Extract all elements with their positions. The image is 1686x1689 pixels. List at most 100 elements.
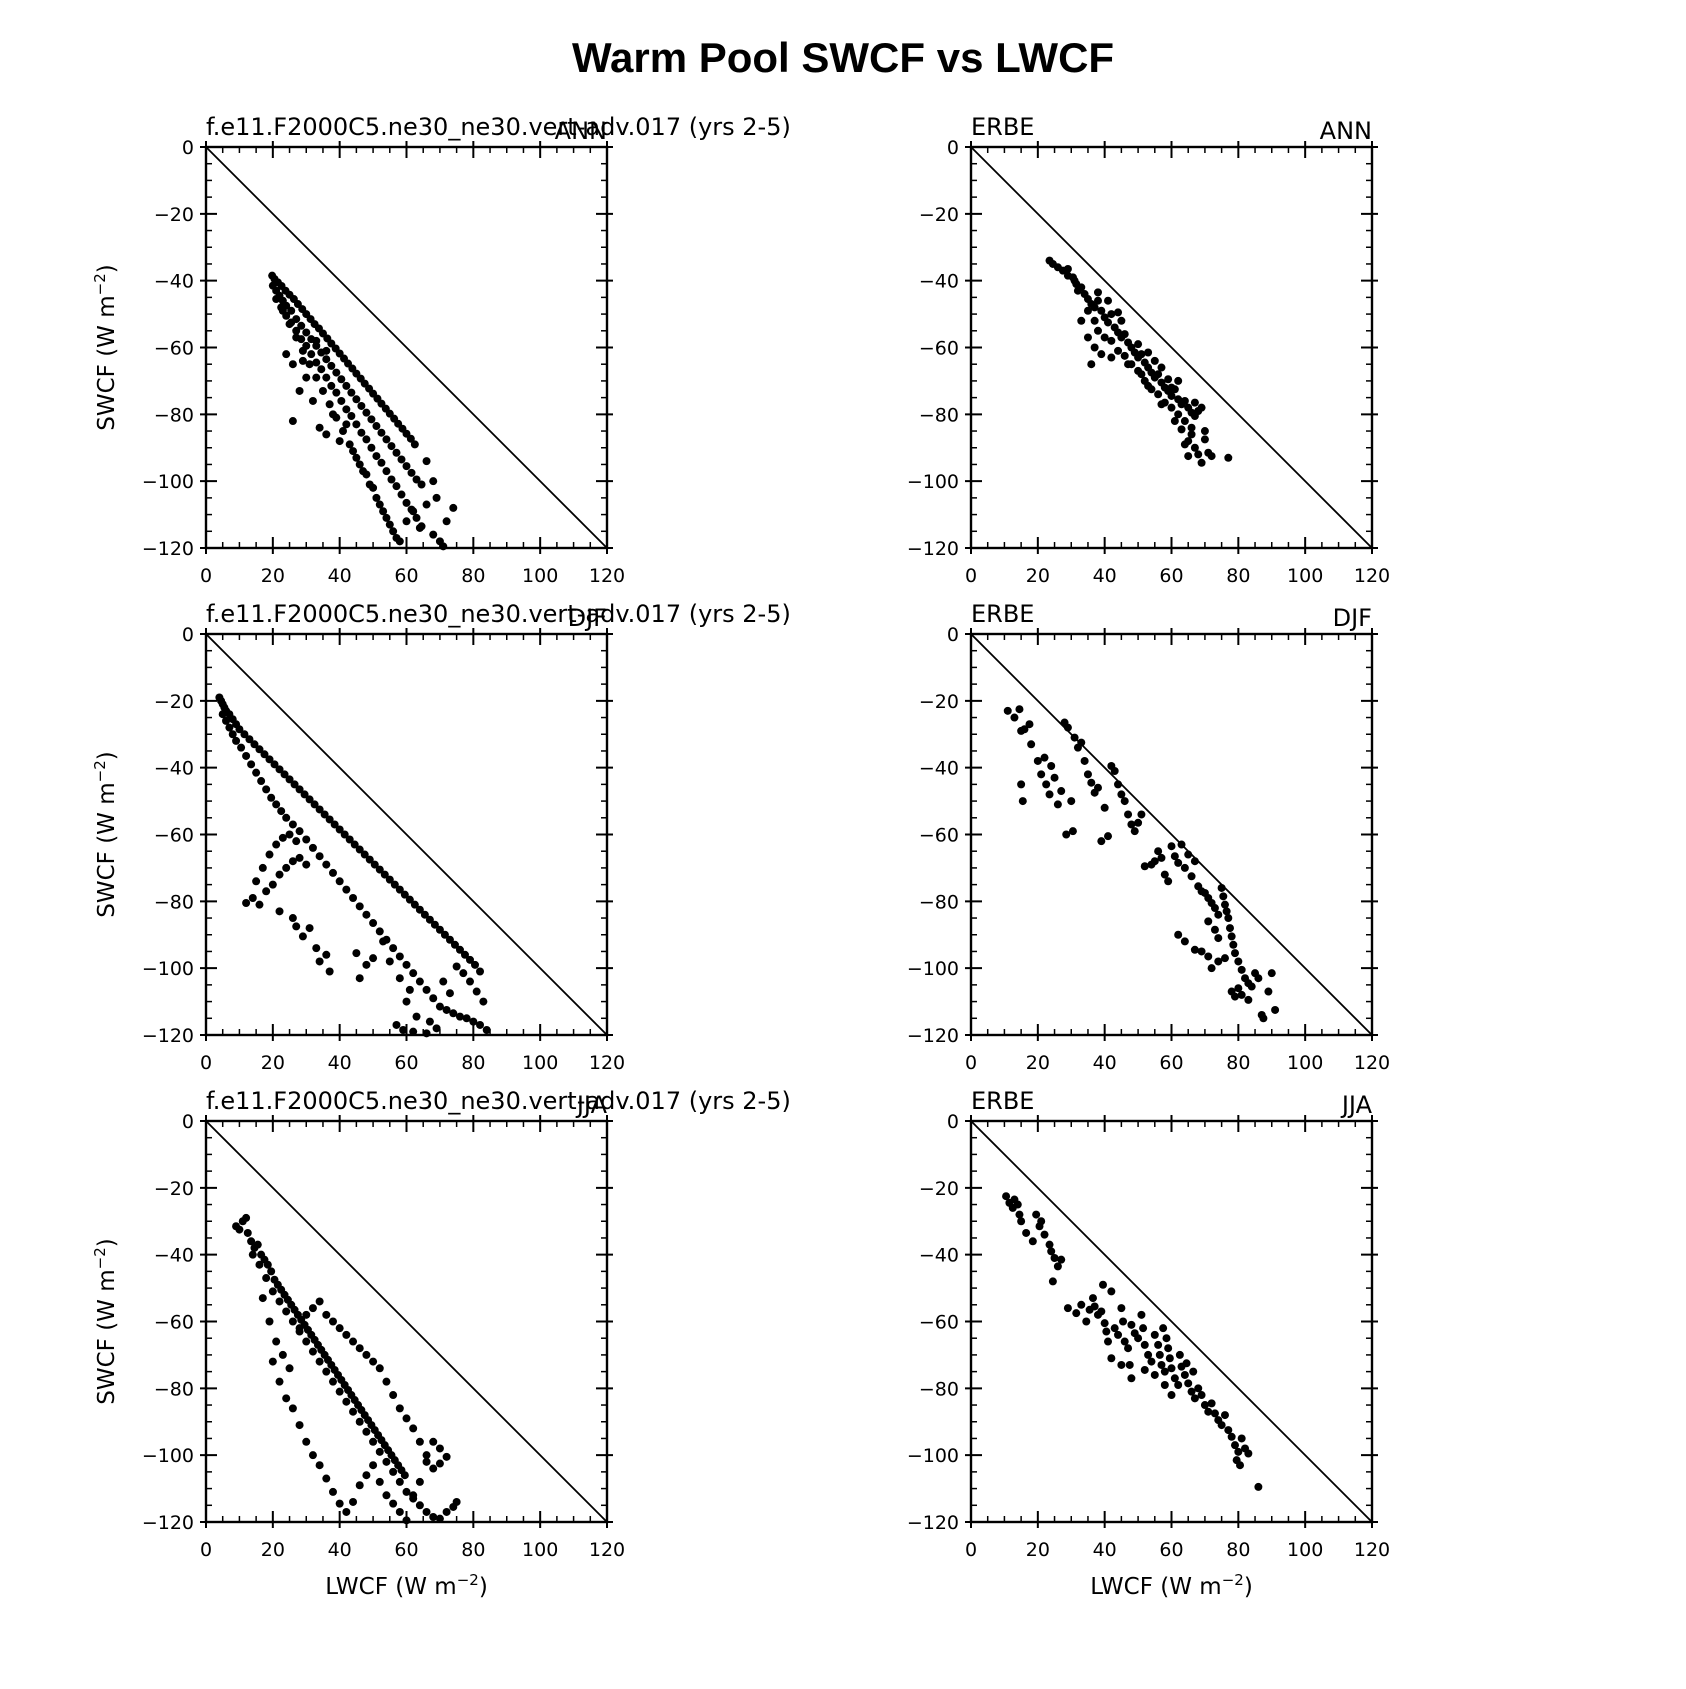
figure-title: Warm Pool SWCF vs LWCF [572, 34, 1114, 81]
data-point [415, 905, 424, 914]
data-point [300, 790, 309, 799]
data-point [342, 1397, 351, 1406]
y-axis-label: SWCF (W m−2) [91, 751, 120, 917]
data-point [422, 1451, 431, 1460]
data-point [1254, 1482, 1263, 1491]
data-point [400, 1471, 409, 1480]
data-point [402, 462, 411, 471]
data-point [1187, 1387, 1196, 1396]
data-point [265, 850, 274, 859]
data-point [1197, 947, 1206, 956]
data-point [267, 1267, 276, 1276]
data-point [302, 1310, 311, 1319]
data-point [228, 730, 237, 739]
panel-right-title: DJF [568, 604, 607, 632]
data-point [1087, 360, 1096, 369]
data-point [235, 725, 244, 734]
data-point [288, 820, 297, 829]
x-tick-label: 100 [522, 1539, 558, 1561]
data-point [409, 1424, 418, 1433]
data-point [362, 910, 371, 919]
data-point [379, 937, 388, 946]
data-point [435, 1444, 444, 1453]
data-point [335, 1499, 344, 1508]
panel-left-title: f.e11.F2000C5.ne30_ne30.vert-adv.017 (yr… [206, 113, 791, 141]
data-point [389, 1467, 398, 1476]
data-point [369, 919, 378, 928]
data-point [1124, 1344, 1133, 1353]
data-point [452, 1497, 461, 1506]
scatter-panel: 0 20 40 60 80 100 120 0 −20 −40 −60 −80 −100 −120 f.e1… [91, 600, 791, 1074]
y-tick-label: 0 [182, 624, 194, 646]
data-point [1093, 783, 1102, 792]
data-point [1107, 353, 1116, 362]
data-point [1050, 773, 1059, 782]
data-point [1144, 1350, 1153, 1359]
x-tick-label: 40 [1093, 1052, 1117, 1074]
data-point [349, 1407, 358, 1416]
data-point [268, 880, 277, 889]
data-point [1022, 1228, 1031, 1237]
x-tick-label: 120 [1354, 565, 1390, 587]
data-point [1017, 780, 1026, 789]
data-point [405, 985, 414, 994]
data-point [1102, 1327, 1111, 1336]
data-point [1139, 1324, 1148, 1333]
data-point [362, 435, 371, 444]
x-tick-label: 20 [1026, 565, 1050, 587]
data-point [295, 827, 304, 836]
x-tick-label: 100 [522, 565, 558, 587]
panel-right-title: JJA [1340, 1091, 1373, 1119]
data-point [1180, 417, 1189, 426]
data-point [282, 863, 291, 872]
data-point [1197, 458, 1206, 467]
data-point [389, 1391, 398, 1400]
data-point [1057, 787, 1066, 796]
data-point [322, 430, 331, 439]
data-point [328, 1487, 337, 1496]
data-point [369, 1461, 378, 1470]
data-point [1097, 837, 1106, 846]
data-point [1140, 1340, 1149, 1349]
data-point [435, 1514, 444, 1523]
data-point [1174, 858, 1183, 867]
data-point [288, 1317, 297, 1326]
data-point [355, 460, 364, 469]
data-point [307, 350, 316, 359]
data-point [1175, 1350, 1184, 1359]
data-point [1219, 892, 1228, 901]
data-point [315, 1461, 324, 1470]
data-point [429, 1512, 438, 1521]
data-point [1227, 932, 1236, 941]
data-point [1264, 987, 1273, 996]
data-point [1177, 840, 1186, 849]
data-point [1042, 780, 1051, 789]
data-point [410, 900, 419, 909]
data-point [242, 751, 251, 760]
data-point [1100, 1319, 1109, 1328]
data-point [1093, 296, 1102, 305]
data-point [1220, 900, 1229, 909]
data-point [1072, 1309, 1081, 1318]
data-point [1140, 1365, 1149, 1374]
data-point [1015, 1210, 1024, 1219]
data-point [1063, 1304, 1072, 1313]
data-point [395, 537, 404, 546]
data-point [1127, 820, 1136, 829]
data-point [392, 1020, 401, 1029]
data-point [412, 475, 421, 484]
x-tick-label: 40 [1093, 1539, 1117, 1561]
data-point [1117, 1360, 1126, 1369]
data-point [1230, 992, 1239, 1001]
data-point [342, 885, 351, 894]
data-point [268, 1357, 277, 1366]
data-point [292, 837, 301, 846]
data-point [280, 770, 289, 779]
data-point [317, 365, 326, 374]
y-tick-label: −40 [919, 1245, 959, 1267]
x-tick-label: 60 [1159, 1052, 1183, 1074]
data-point [1025, 720, 1034, 729]
data-point [277, 807, 286, 816]
data-point [1170, 417, 1179, 426]
data-point [1080, 756, 1089, 765]
